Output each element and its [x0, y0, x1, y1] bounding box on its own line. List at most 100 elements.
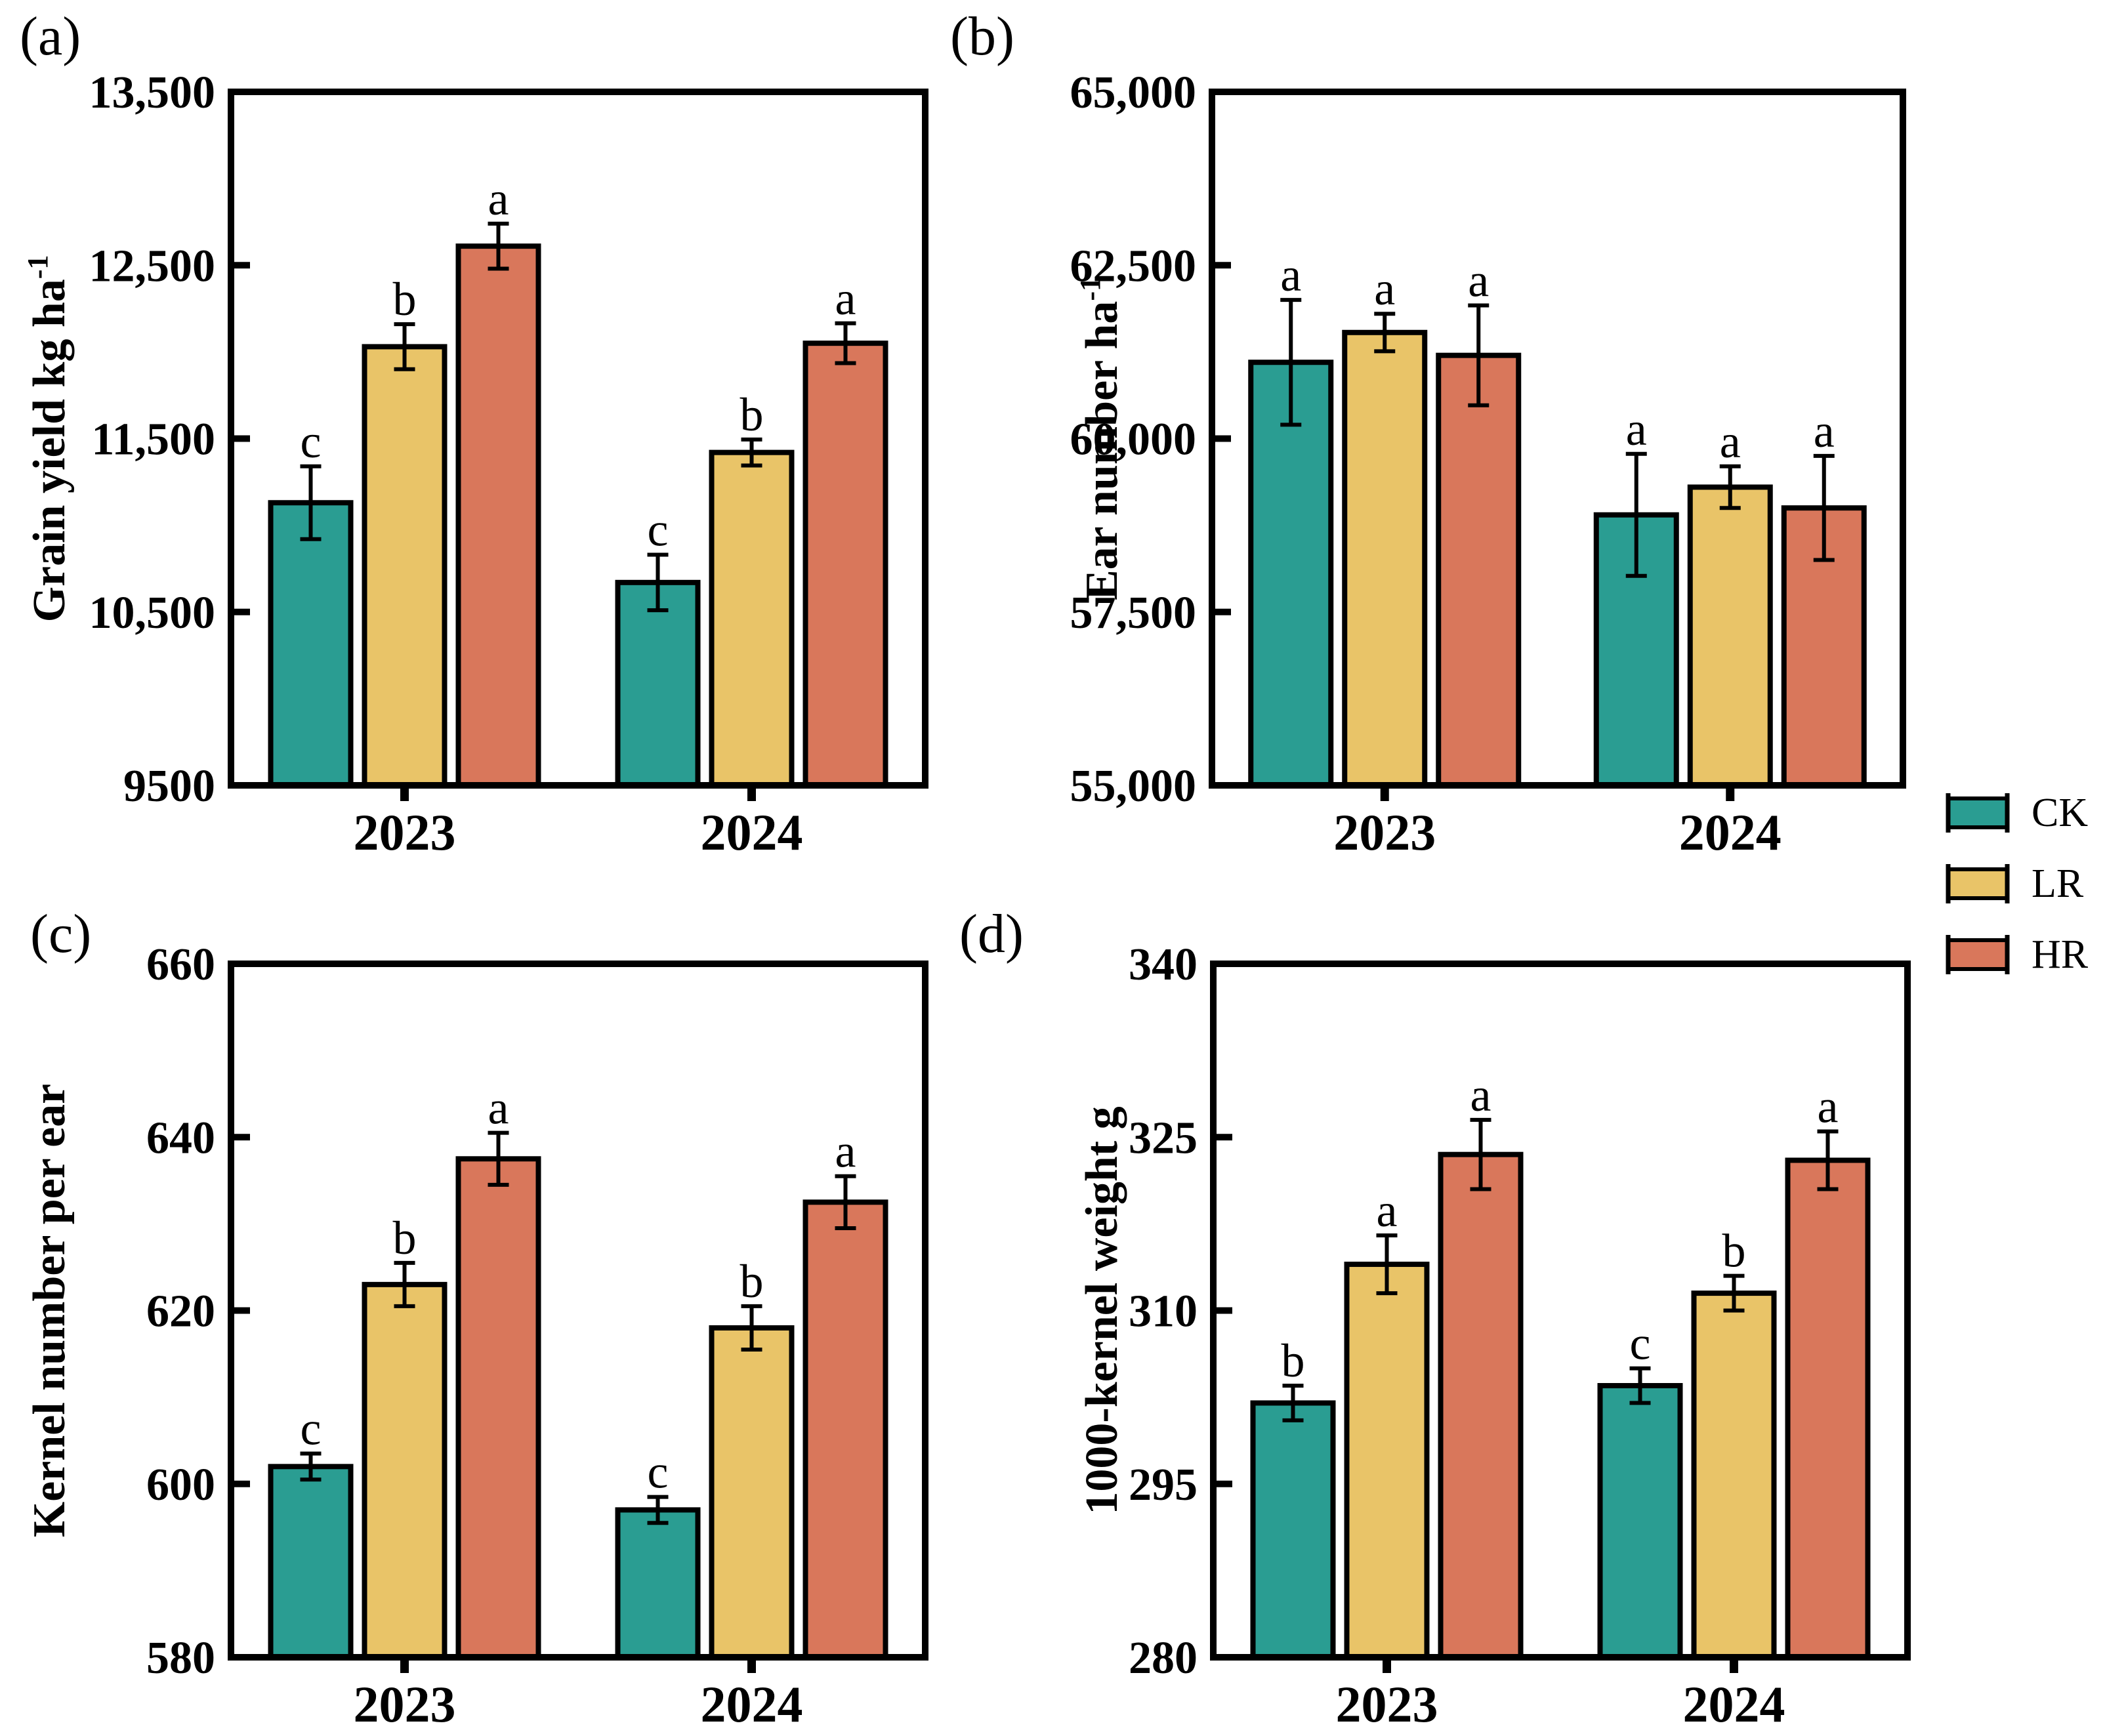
- sig-letter: c: [648, 504, 669, 556]
- plot-frame: [228, 89, 928, 789]
- y-tick-label: 12,500: [89, 241, 216, 291]
- legend-item-lr: LR: [1944, 863, 2088, 904]
- y-tick-label: 310: [1129, 1287, 1198, 1337]
- bar-hr-2023: [455, 243, 541, 788]
- bar-hr-2024: [1785, 1157, 1871, 1660]
- sig-letter: a: [1374, 262, 1395, 315]
- sig-letter: a: [1377, 1184, 1398, 1237]
- panel-label-d: (d): [959, 903, 1024, 964]
- legend-swatch-hr-icon: [1946, 935, 2010, 974]
- legend-swatch-lr-icon: [1946, 864, 2010, 903]
- y-tick-label: 280: [1129, 1633, 1198, 1684]
- panel-label-b: (b): [950, 6, 1014, 67]
- bar-hr-2023: [1438, 1151, 1524, 1660]
- bar-hr-2023: [1436, 352, 1522, 788]
- x-category-label: 2024: [701, 804, 803, 861]
- legend: CK LR HR: [1944, 793, 2088, 975]
- legend-label-ck: CK: [2032, 791, 2089, 835]
- x-category-label: 2024: [701, 1676, 803, 1733]
- sig-letter: b: [740, 1255, 764, 1308]
- legend-label-hr: HR: [2032, 932, 2089, 977]
- sig-letter: a: [1468, 255, 1489, 307]
- bar-ck-2023: [1250, 1400, 1336, 1661]
- bar-lr-2024: [1691, 1291, 1777, 1660]
- legend-swatch-fill: [1946, 796, 2009, 829]
- y-tick-label: 57,500: [1070, 588, 1197, 638]
- sig-letter: a: [488, 1082, 509, 1134]
- y-tick-label: 600: [146, 1460, 215, 1510]
- sig-letter: c: [648, 1446, 669, 1498]
- plot-frame: [1210, 961, 1911, 1661]
- x-category-label: 2023: [354, 804, 456, 861]
- y-axis-label: 1000-kernel weight g: [1077, 1106, 1127, 1514]
- y-tick-label: 11,500: [91, 415, 215, 465]
- bar-ck-2024: [615, 579, 701, 788]
- plot-frame: [1209, 89, 1906, 789]
- bar-ck-2023: [268, 1464, 354, 1660]
- panel-label-c: (c): [30, 903, 92, 964]
- bar-lr-2024: [709, 1325, 795, 1660]
- y-tick-label: 640: [146, 1113, 215, 1163]
- sig-letter: a: [835, 1125, 856, 1178]
- x-category-label: 2023: [354, 1676, 456, 1733]
- y-tick-label: 62,500: [1070, 241, 1197, 291]
- sig-letter: b: [393, 273, 417, 325]
- bar-ck-2023: [268, 500, 354, 789]
- legend-swatch-fill: [1946, 938, 2009, 971]
- bar-lr-2023: [1344, 1262, 1430, 1660]
- y-tick-label: 325: [1129, 1113, 1198, 1163]
- y-tick-label: 580: [146, 1633, 215, 1684]
- legend-swatch-ck-icon: [1946, 793, 2010, 833]
- bar-ck-2024: [615, 1507, 701, 1661]
- y-axis-label: Ear number ha-1: [1074, 277, 1127, 600]
- y-tick-label: 340: [1129, 940, 1198, 990]
- sig-letter: b: [1722, 1225, 1746, 1277]
- chart-panel-d-kernel-weight: b c a b a a 340 325 310 295 280 2023 2024 1000-kernel…: [1077, 940, 1911, 1733]
- sig-letter: c: [301, 1403, 322, 1455]
- x-category-label: 2023: [1333, 804, 1436, 861]
- legend-swatch-fill: [1946, 867, 2009, 900]
- y-tick-label: 10,500: [89, 588, 216, 638]
- y-tick-label: 295: [1129, 1460, 1198, 1510]
- bar-lr-2023: [1342, 329, 1428, 788]
- y-tick-label: 620: [146, 1287, 215, 1337]
- sig-letter: a: [835, 272, 856, 325]
- y-tick-label: 660: [146, 940, 215, 990]
- sig-letter: a: [1626, 403, 1647, 455]
- sig-letter: b: [393, 1212, 417, 1264]
- legend-item-ck: CK: [1944, 793, 2088, 833]
- sig-letter: a: [488, 173, 509, 225]
- x-category-label: 2024: [1679, 804, 1782, 861]
- sig-letter: c: [1630, 1317, 1651, 1370]
- sig-letter: b: [1282, 1334, 1305, 1387]
- sig-letter: a: [1814, 405, 1835, 457]
- chart-panel-c-kernel-number: c c b b a a 660 640 620 600 580 2023 2024 Kernel numb…: [24, 940, 928, 1733]
- x-category-label: 2023: [1336, 1676, 1438, 1733]
- y-tick-label: 13,500: [89, 68, 216, 118]
- bar-lr-2023: [362, 344, 448, 788]
- sig-letter: a: [1818, 1080, 1839, 1132]
- y-tick-label: 65,000: [1070, 68, 1197, 118]
- y-axis-label: Kernel number per ear: [24, 1084, 75, 1537]
- y-tick-label: 60,000: [1070, 415, 1197, 465]
- sig-letter: a: [1720, 415, 1741, 468]
- chart-panel-a-grain-yield: c c b b a a 13,500 12,500 11,500 10,500 9500 2023 20…: [22, 68, 928, 861]
- y-axis-label: Grain yield kg ha-1: [22, 255, 75, 623]
- bar-lr-2024: [709, 449, 795, 788]
- legend-item-hr: HR: [1944, 934, 2088, 975]
- panel-label-a: (a): [20, 6, 81, 67]
- sig-letter: a: [1470, 1069, 1491, 1121]
- bar-hr-2024: [802, 1199, 888, 1660]
- y-tick-label: 55,000: [1070, 761, 1197, 812]
- y-tick-label: 9500: [123, 761, 215, 812]
- bar-hr-2023: [455, 1156, 541, 1660]
- sig-letter: c: [301, 415, 322, 468]
- sig-letter: a: [1280, 249, 1301, 301]
- bar-ck-2024: [1597, 1383, 1683, 1661]
- legend-label-lr: LR: [2032, 861, 2084, 906]
- plot-frame: [228, 961, 928, 1661]
- x-category-label: 2024: [1683, 1676, 1785, 1733]
- bar-hr-2024: [802, 341, 888, 788]
- bar-lr-2024: [1687, 484, 1773, 788]
